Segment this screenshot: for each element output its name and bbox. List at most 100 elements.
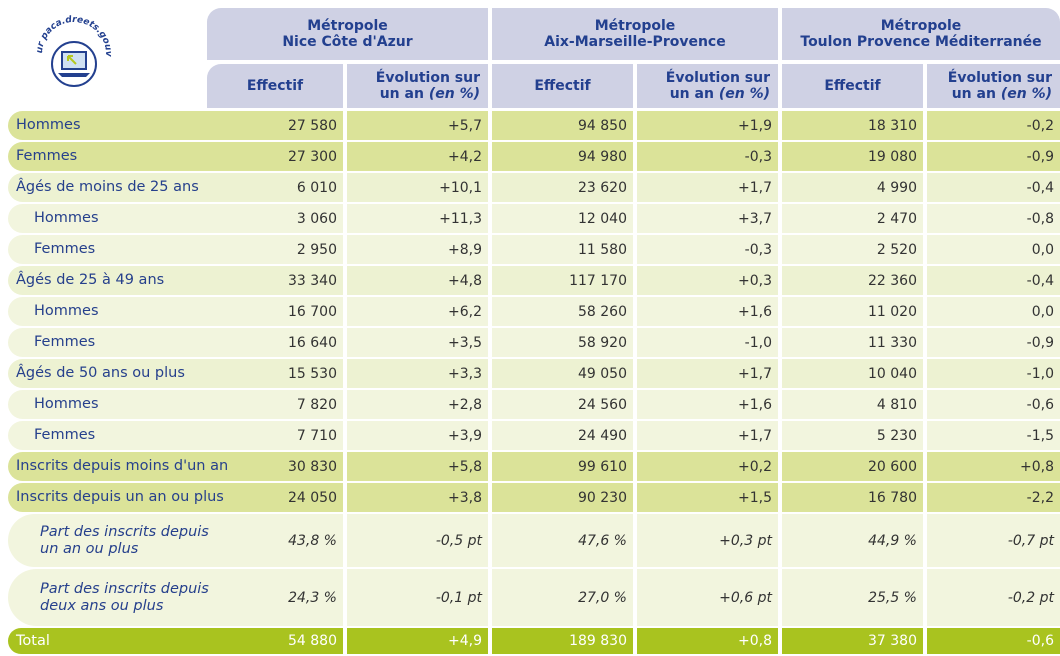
group-header: Métropole Toulon Provence Méditerranée — [782, 8, 1060, 60]
cell-bg — [347, 173, 488, 202]
cell-bg — [927, 628, 1060, 654]
cell-bg — [492, 569, 633, 626]
cell-bg — [782, 628, 923, 654]
sub-header-text: un an (en %) — [380, 86, 480, 102]
cell-bg — [347, 204, 488, 233]
cell-value: 16 640 — [288, 334, 337, 351]
cell-value: 54 880 — [288, 633, 337, 649]
row-label: Hommes — [34, 396, 99, 412]
cell-bg — [637, 628, 778, 654]
cell-value: -0,9 — [1026, 334, 1054, 351]
cell-value: 18 310 — [868, 117, 917, 134]
cell-value: -1,5 — [1026, 427, 1054, 444]
row-bg — [8, 328, 343, 357]
row-label: Part des inscrits depuis deux ans ou plu… — [40, 580, 209, 614]
row-bg — [8, 204, 343, 233]
row-bg — [8, 297, 343, 326]
cell-bg — [347, 235, 488, 264]
row-label: Inscrits depuis moins d'un an — [16, 458, 229, 474]
cell-value: 90 230 — [578, 489, 627, 506]
row-label: Femmes — [34, 241, 96, 257]
cell-bg — [782, 235, 923, 264]
cell-bg — [637, 111, 778, 140]
cell-value: -0,9 — [1026, 148, 1054, 165]
cell-bg — [347, 514, 488, 567]
sub-header-text: Évolution sur — [375, 70, 480, 86]
cell-value: +10,1 — [439, 179, 482, 196]
row-bg — [8, 173, 343, 202]
cell-value: +0,8 — [738, 633, 772, 649]
cell-bg — [927, 142, 1060, 171]
row-label: Âgés de 50 ans ou plus — [16, 365, 185, 381]
cell-value: +5,7 — [448, 117, 482, 134]
cell-bg — [492, 173, 633, 202]
row-bg — [8, 628, 343, 654]
row-label: Femmes — [16, 148, 78, 164]
row-bg — [8, 421, 343, 450]
cell-bg — [927, 266, 1060, 295]
row-bg — [8, 111, 343, 140]
cell-bg — [782, 514, 923, 567]
row-bg — [8, 235, 343, 264]
row-bg — [8, 266, 343, 295]
cell-value: +4,2 — [448, 148, 482, 165]
cell-value: +8,9 — [448, 241, 482, 258]
cell-value: 16 780 — [868, 489, 917, 506]
cell-value: 47,6 % — [578, 532, 627, 549]
cell-bg — [492, 514, 633, 567]
cell-value: +3,3 — [448, 365, 482, 382]
cell-bg — [637, 514, 778, 567]
sub-header: Évolution sur un an (en %) — [347, 64, 488, 108]
row-label: Âgés de 25 à 49 ans — [16, 272, 165, 288]
cell-value: 24 490 — [578, 427, 627, 444]
cell-bg — [347, 111, 488, 140]
cell-bg — [492, 628, 633, 654]
cell-value: 30 830 — [288, 458, 337, 475]
cell-value: -1,0 — [1026, 365, 1054, 382]
cell-bg — [927, 173, 1060, 202]
sub-header-text: un an — [951, 86, 996, 102]
cell-bg — [347, 628, 488, 654]
sub-header-text: un an (en %) — [670, 86, 770, 102]
cell-bg — [782, 297, 923, 326]
row-label: Total — [16, 632, 50, 649]
cell-bg — [927, 390, 1060, 419]
sub-header-unit: (en %) — [428, 86, 480, 102]
cell-value: 33 340 — [288, 272, 337, 289]
cell-value: -0,5 pt — [435, 532, 482, 549]
cell-bg — [492, 390, 633, 419]
cell-value: 11 020 — [868, 303, 917, 320]
cell-value: +6,2 — [448, 303, 482, 320]
cell-bg — [782, 452, 923, 481]
cell-value: -0,2 — [1026, 117, 1054, 134]
group-line: Nice Côte d'Azur — [282, 34, 413, 50]
sub-header-text: Évolution sur — [665, 70, 770, 86]
cell-value: 23 620 — [578, 179, 627, 196]
cell-value: -0,1 pt — [435, 589, 482, 606]
cell-bg — [637, 266, 778, 295]
cell-bg — [347, 359, 488, 388]
cell-value: 7 710 — [296, 427, 337, 444]
cell-value: 27 580 — [288, 117, 337, 134]
sub-header-text: un an (en %) — [952, 86, 1052, 102]
cell-value: +0,8 — [1020, 458, 1054, 475]
cell-bg — [637, 359, 778, 388]
cell-bg — [782, 359, 923, 388]
cell-value: +3,5 — [448, 334, 482, 351]
cell-value: +4,8 — [448, 272, 482, 289]
cell-value: 16 700 — [288, 303, 337, 320]
cell-bg — [927, 328, 1060, 357]
cell-bg — [637, 173, 778, 202]
cell-bg — [927, 421, 1060, 450]
cell-value: 20 600 — [868, 458, 917, 475]
cell-value: -0,6 — [1026, 396, 1054, 413]
cell-bg — [782, 390, 923, 419]
cell-bg — [347, 390, 488, 419]
group-header: Métropole Nice Côte d'Azur — [207, 8, 488, 60]
row-bg — [8, 483, 343, 512]
cell-value: 37 380 — [868, 633, 917, 649]
cell-value: 5 230 — [876, 427, 917, 444]
sub-header-text: Effectif — [246, 78, 304, 94]
cell-bg — [637, 569, 778, 626]
row-bg — [8, 390, 343, 419]
